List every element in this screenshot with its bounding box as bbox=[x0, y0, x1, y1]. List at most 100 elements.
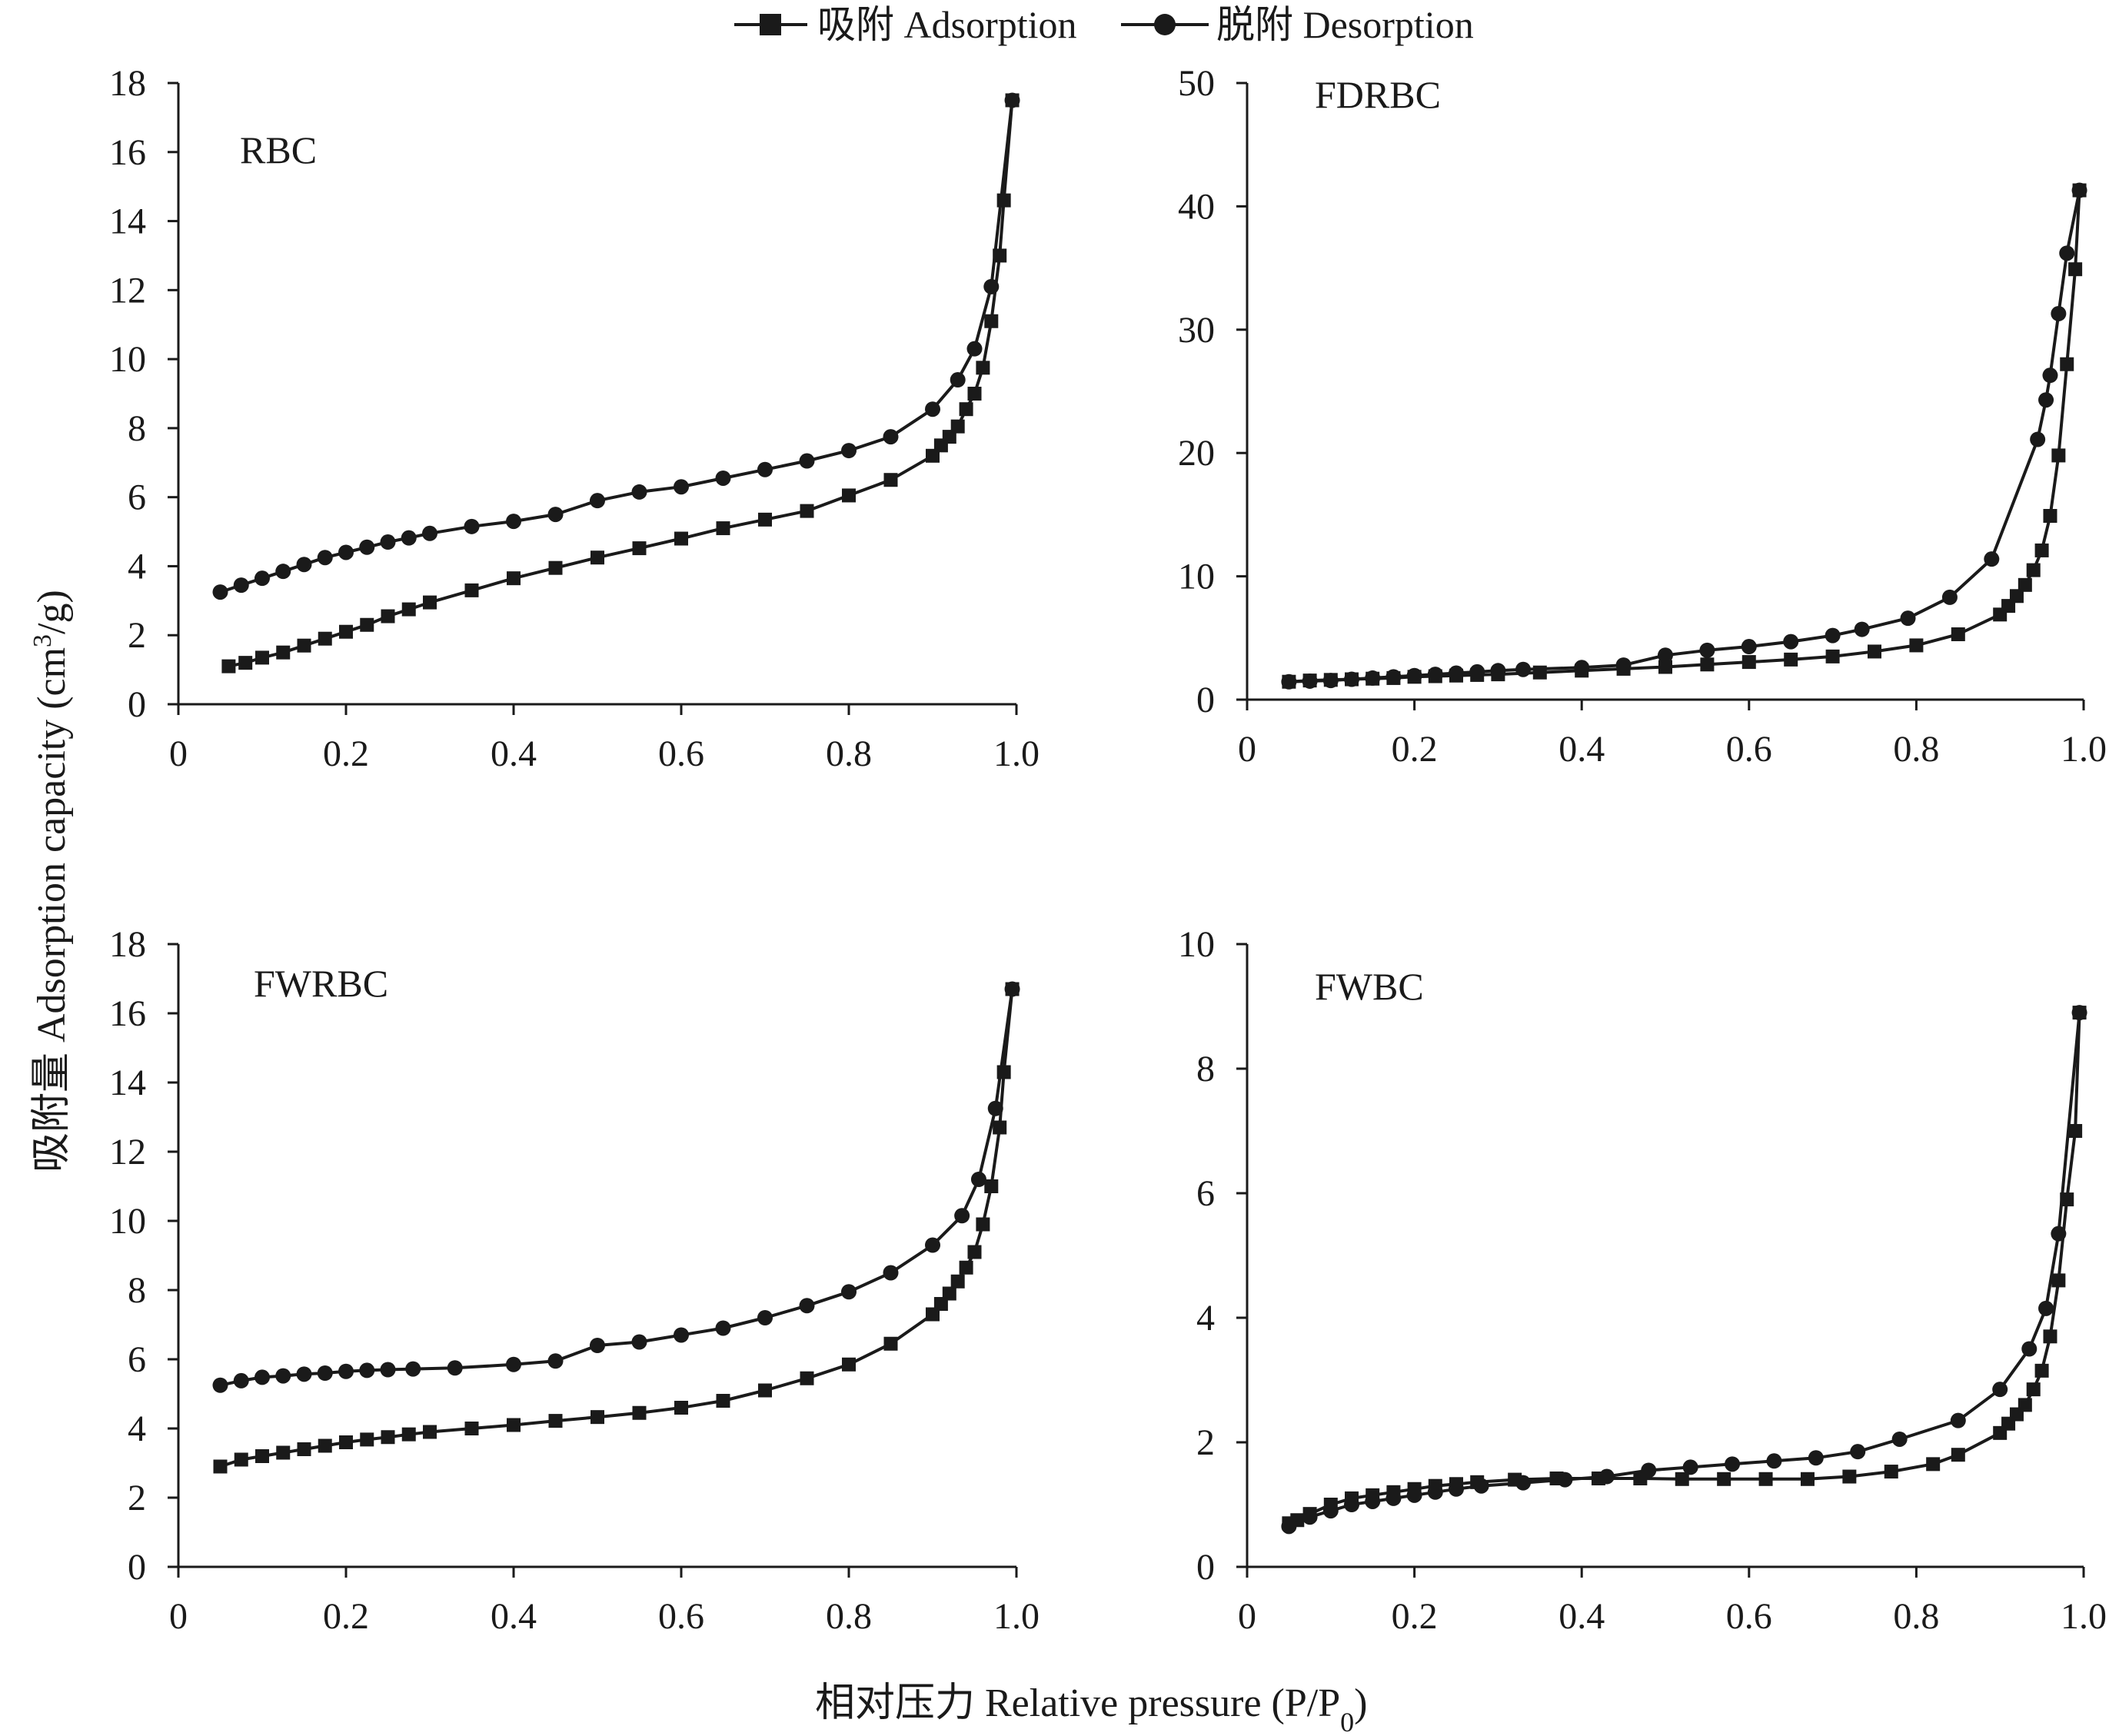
desorption-point bbox=[925, 1237, 940, 1253]
desorption-point bbox=[212, 584, 228, 600]
desorption-point bbox=[547, 1353, 564, 1369]
adsorption-point bbox=[297, 1442, 311, 1456]
adsorption-point bbox=[883, 1336, 898, 1351]
x-axis-title-main: 相对压力 Relative pressure (P/P bbox=[815, 1681, 1340, 1725]
y-tick-label: 18 bbox=[109, 63, 146, 104]
desorption-point bbox=[1850, 1444, 1866, 1460]
y-tick-label: 10 bbox=[109, 1201, 146, 1242]
desorption-point bbox=[1322, 1503, 1339, 1519]
adsorption-point bbox=[401, 1427, 416, 1442]
adsorption-point bbox=[2018, 1398, 2032, 1412]
y-tick-label: 30 bbox=[1178, 310, 1215, 351]
adsorption-point bbox=[1909, 638, 1924, 653]
desorption-point bbox=[1941, 589, 1958, 605]
desorption-point bbox=[2038, 392, 2054, 408]
adsorption-point bbox=[464, 583, 479, 597]
x-tick-label: 0.4 bbox=[1558, 729, 1605, 770]
legend-desorption: 脱附 Desorption bbox=[1121, 3, 1474, 46]
panel-label: RBC bbox=[240, 128, 317, 171]
adsorption-point bbox=[507, 571, 521, 586]
y-tick-label: 14 bbox=[109, 201, 146, 242]
adsorption-point bbox=[339, 1435, 353, 1449]
adsorption-point bbox=[221, 659, 236, 673]
y-tick-label: 2 bbox=[128, 615, 146, 656]
x-tick-label: 0.6 bbox=[658, 733, 704, 774]
desorption-point bbox=[1825, 627, 1841, 644]
desorption-point bbox=[841, 1284, 857, 1300]
y-tick-label: 0 bbox=[128, 1547, 146, 1588]
x-axis-title-end: ) bbox=[1354, 1681, 1367, 1725]
desorption-point bbox=[1281, 1518, 1297, 1535]
y-axis-title-superscript: 3 bbox=[28, 634, 57, 647]
x-tick-label: 0.2 bbox=[1392, 729, 1438, 770]
x-axis-title-subscript: 0 bbox=[1340, 1707, 1354, 1736]
desorption-point bbox=[2042, 367, 2058, 384]
y-tick-label: 40 bbox=[1178, 186, 1215, 227]
x-tick-label: 0 bbox=[1238, 729, 1256, 770]
adsorption-point bbox=[234, 1452, 248, 1467]
adsorption-point bbox=[2026, 1382, 2041, 1397]
x-tick-label: 1.0 bbox=[993, 733, 1040, 774]
adsorption-series-line bbox=[219, 989, 1014, 1468]
y-tick-label: 4 bbox=[1196, 1298, 1215, 1339]
adsorption-series-line bbox=[228, 100, 1014, 668]
adsorption-point bbox=[2026, 563, 2041, 577]
desorption-point bbox=[674, 479, 689, 495]
x-tick-label: 0.2 bbox=[323, 1596, 369, 1637]
desorption-point bbox=[233, 1372, 249, 1388]
desorption-point bbox=[841, 443, 857, 459]
y-axis-title: 吸附量 Adsorption capacity (cm3/g) bbox=[28, 590, 75, 1172]
adsorption-point bbox=[674, 1401, 688, 1415]
adsorption-point bbox=[360, 617, 374, 632]
desorption-point bbox=[464, 518, 480, 534]
desorption-point bbox=[590, 1338, 605, 1353]
adsorption-point bbox=[984, 1179, 999, 1193]
y-tick-label: 16 bbox=[109, 132, 146, 173]
y-tick-label: 4 bbox=[128, 546, 146, 587]
y-tick-label: 2 bbox=[128, 1478, 146, 1518]
y-tick-label: 50 bbox=[1178, 63, 1215, 104]
adsorption-point bbox=[381, 1430, 395, 1445]
panel-label: FWBC bbox=[1315, 965, 1424, 1008]
x-tick-label: 0.2 bbox=[323, 733, 369, 774]
panel-label: FWRBC bbox=[254, 962, 388, 1005]
adsorption-point bbox=[238, 656, 253, 670]
y-tick-label: 16 bbox=[109, 993, 146, 1034]
desorption-point bbox=[380, 534, 396, 550]
desorption-point bbox=[2030, 431, 2046, 447]
desorption-point bbox=[212, 1377, 228, 1393]
desorption-point bbox=[1490, 663, 1506, 679]
y-tick-label: 2 bbox=[1196, 1422, 1215, 1463]
desorption-point bbox=[925, 401, 940, 417]
adsorption-point bbox=[507, 1418, 521, 1432]
adsorption-point bbox=[959, 1260, 973, 1275]
adsorption-point bbox=[984, 314, 999, 328]
desorption-point bbox=[1406, 667, 1422, 683]
desorption-point bbox=[2071, 1005, 2087, 1021]
desorption-point bbox=[674, 1327, 689, 1343]
adsorption-point bbox=[1700, 657, 1715, 672]
y-tick-label: 8 bbox=[1196, 1049, 1215, 1089]
adsorption-point bbox=[381, 609, 395, 624]
desorption-point bbox=[447, 1360, 463, 1376]
adsorption-point bbox=[255, 1449, 269, 1463]
desorption-point bbox=[715, 1320, 731, 1336]
desorption-point bbox=[1473, 1478, 1489, 1494]
panel-label: FDRBC bbox=[1315, 73, 1441, 116]
desorption-point bbox=[1808, 1450, 1824, 1466]
desorption-point bbox=[359, 539, 375, 555]
desorption-point bbox=[970, 1172, 986, 1187]
x-tick-label: 0.6 bbox=[1726, 729, 1772, 770]
desorption-point bbox=[317, 1365, 333, 1381]
panel-fwbc: 0 0.2 0.4 0.6 0.8 1.0 0 2 4 6 8 10 FWBC bbox=[1178, 924, 2107, 1637]
desorption-series-line bbox=[1289, 190, 2081, 683]
desorption-point bbox=[590, 493, 605, 509]
desorption-point bbox=[405, 1361, 421, 1377]
adsorption-point bbox=[758, 1383, 772, 1398]
desorption-point bbox=[1365, 670, 1381, 686]
adsorption-point bbox=[2018, 577, 2032, 592]
desorption-point bbox=[1598, 1468, 1615, 1485]
adsorption-point bbox=[967, 387, 982, 401]
adsorption-point bbox=[800, 1371, 814, 1385]
